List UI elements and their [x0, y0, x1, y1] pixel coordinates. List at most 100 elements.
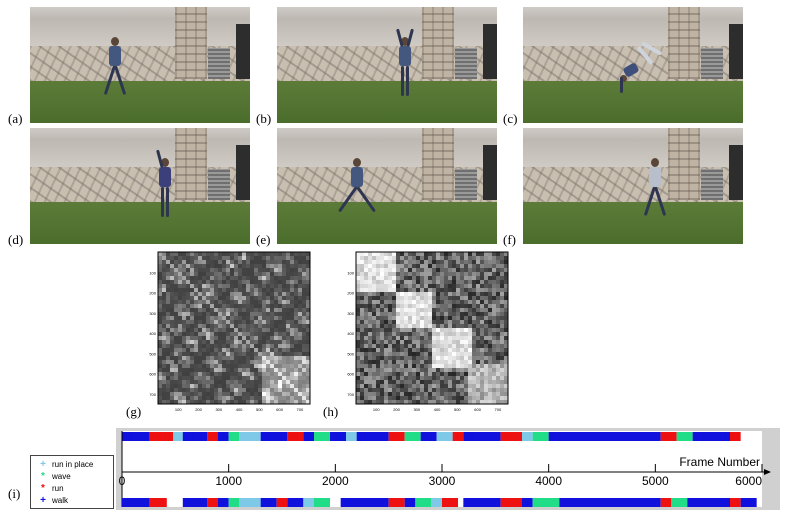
matrix-cell — [440, 380, 445, 385]
matrix-cell — [360, 336, 365, 341]
matrix-cell — [480, 272, 485, 277]
matrix-cell — [492, 300, 497, 305]
matrix-cell — [500, 352, 505, 357]
matrix-cell — [492, 304, 497, 309]
matrix-cell — [278, 316, 283, 321]
matrix-cell — [364, 264, 369, 269]
matrix-cell — [400, 264, 405, 269]
matrix-cell — [254, 368, 259, 373]
matrix-cell — [436, 336, 441, 341]
matrix-cell — [496, 376, 501, 381]
matrix-cell — [416, 388, 421, 393]
matrix-cell — [246, 256, 251, 261]
timeline-segment-walk — [330, 432, 346, 441]
matrix-cell — [456, 376, 461, 381]
matrix-cell — [404, 320, 409, 325]
matrix-cell — [468, 344, 473, 349]
matrix-cell — [174, 276, 179, 281]
matrix-cell — [424, 380, 429, 385]
matrix-y-tick-label: 300 — [347, 311, 354, 316]
matrix-cell — [282, 292, 287, 297]
matrix-cell — [282, 312, 287, 317]
matrix-cell — [262, 392, 267, 397]
matrix-cell — [492, 308, 497, 313]
matrix-cell — [262, 356, 267, 361]
matrix-cell — [400, 380, 405, 385]
matrix-cell — [360, 280, 365, 285]
matrix-cell — [424, 332, 429, 337]
matrix-cell — [182, 352, 187, 357]
matrix-cell — [480, 252, 485, 257]
matrix-cell — [226, 304, 231, 309]
matrix-cell — [158, 300, 163, 305]
matrix-cell — [174, 288, 179, 293]
matrix-cell — [460, 280, 465, 285]
matrix-cell — [258, 316, 263, 321]
matrix-cell — [440, 340, 445, 345]
matrix-cell — [416, 308, 421, 313]
matrix-y-tick-label: 100 — [347, 270, 354, 275]
matrix-cell — [294, 400, 299, 405]
matrix-cell — [428, 332, 433, 337]
matrix-cell — [444, 372, 449, 377]
timeline-marker: * — [320, 433, 325, 443]
matrix-cell — [294, 352, 299, 357]
matrix-cell — [222, 284, 227, 289]
matrix-cell — [274, 312, 279, 317]
matrix-cell — [420, 308, 425, 313]
matrix-cell — [182, 400, 187, 405]
matrix-cell — [282, 368, 287, 373]
matrix-cell — [242, 396, 247, 401]
matrix-cell — [266, 272, 271, 277]
matrix-cell — [432, 328, 437, 333]
matrix-cell — [360, 376, 365, 381]
timeline-segment-run — [287, 432, 304, 441]
matrix-cell — [456, 272, 461, 277]
matrix-cell — [214, 264, 219, 269]
matrix-cell — [166, 356, 171, 361]
matrix-cell — [266, 332, 271, 337]
matrix-cell — [294, 280, 299, 285]
matrix-cell — [444, 296, 449, 301]
matrix-cell — [262, 396, 267, 401]
matrix-cell — [246, 340, 251, 345]
matrix-cell — [194, 264, 199, 269]
matrix-cell — [230, 356, 235, 361]
matrix-cell — [484, 280, 489, 285]
matrix-cell — [384, 260, 389, 265]
groundtruth-segment-run — [149, 498, 167, 507]
matrix-cell — [290, 328, 295, 333]
matrix-cell — [360, 300, 365, 305]
matrix-cell — [424, 384, 429, 389]
matrix-cell — [392, 388, 397, 393]
matrix-cell — [174, 328, 179, 333]
matrix-cell — [460, 392, 465, 397]
matrix-cell — [198, 284, 203, 289]
matrix-cell — [384, 364, 389, 369]
matrix-cell — [444, 376, 449, 381]
matrix-cell — [360, 292, 365, 297]
matrix-cell — [424, 288, 429, 293]
matrix-cell — [182, 304, 187, 309]
matrix-cell — [392, 272, 397, 277]
matrix-cell — [356, 268, 361, 273]
matrix-cell — [186, 308, 191, 313]
matrix-cell — [266, 264, 271, 269]
matrix-cell — [178, 396, 183, 401]
matrix-cell — [242, 256, 247, 261]
matrix-cell — [408, 304, 413, 309]
matrix-cell — [258, 268, 263, 273]
matrix-cell — [202, 276, 207, 281]
matrix-cell — [504, 264, 509, 269]
matrix-cell — [500, 260, 505, 265]
matrix-cell — [380, 308, 385, 313]
matrix-cell — [214, 252, 219, 257]
legend-marker-wave: * — [41, 470, 45, 482]
matrix-cell — [198, 324, 203, 329]
matrix-cell — [484, 336, 489, 341]
panel-label-e: (e) — [256, 232, 271, 247]
matrix-cell — [178, 260, 183, 265]
matrix-cell — [214, 360, 219, 365]
matrix-cell — [198, 388, 203, 393]
matrix-cell — [412, 396, 417, 401]
